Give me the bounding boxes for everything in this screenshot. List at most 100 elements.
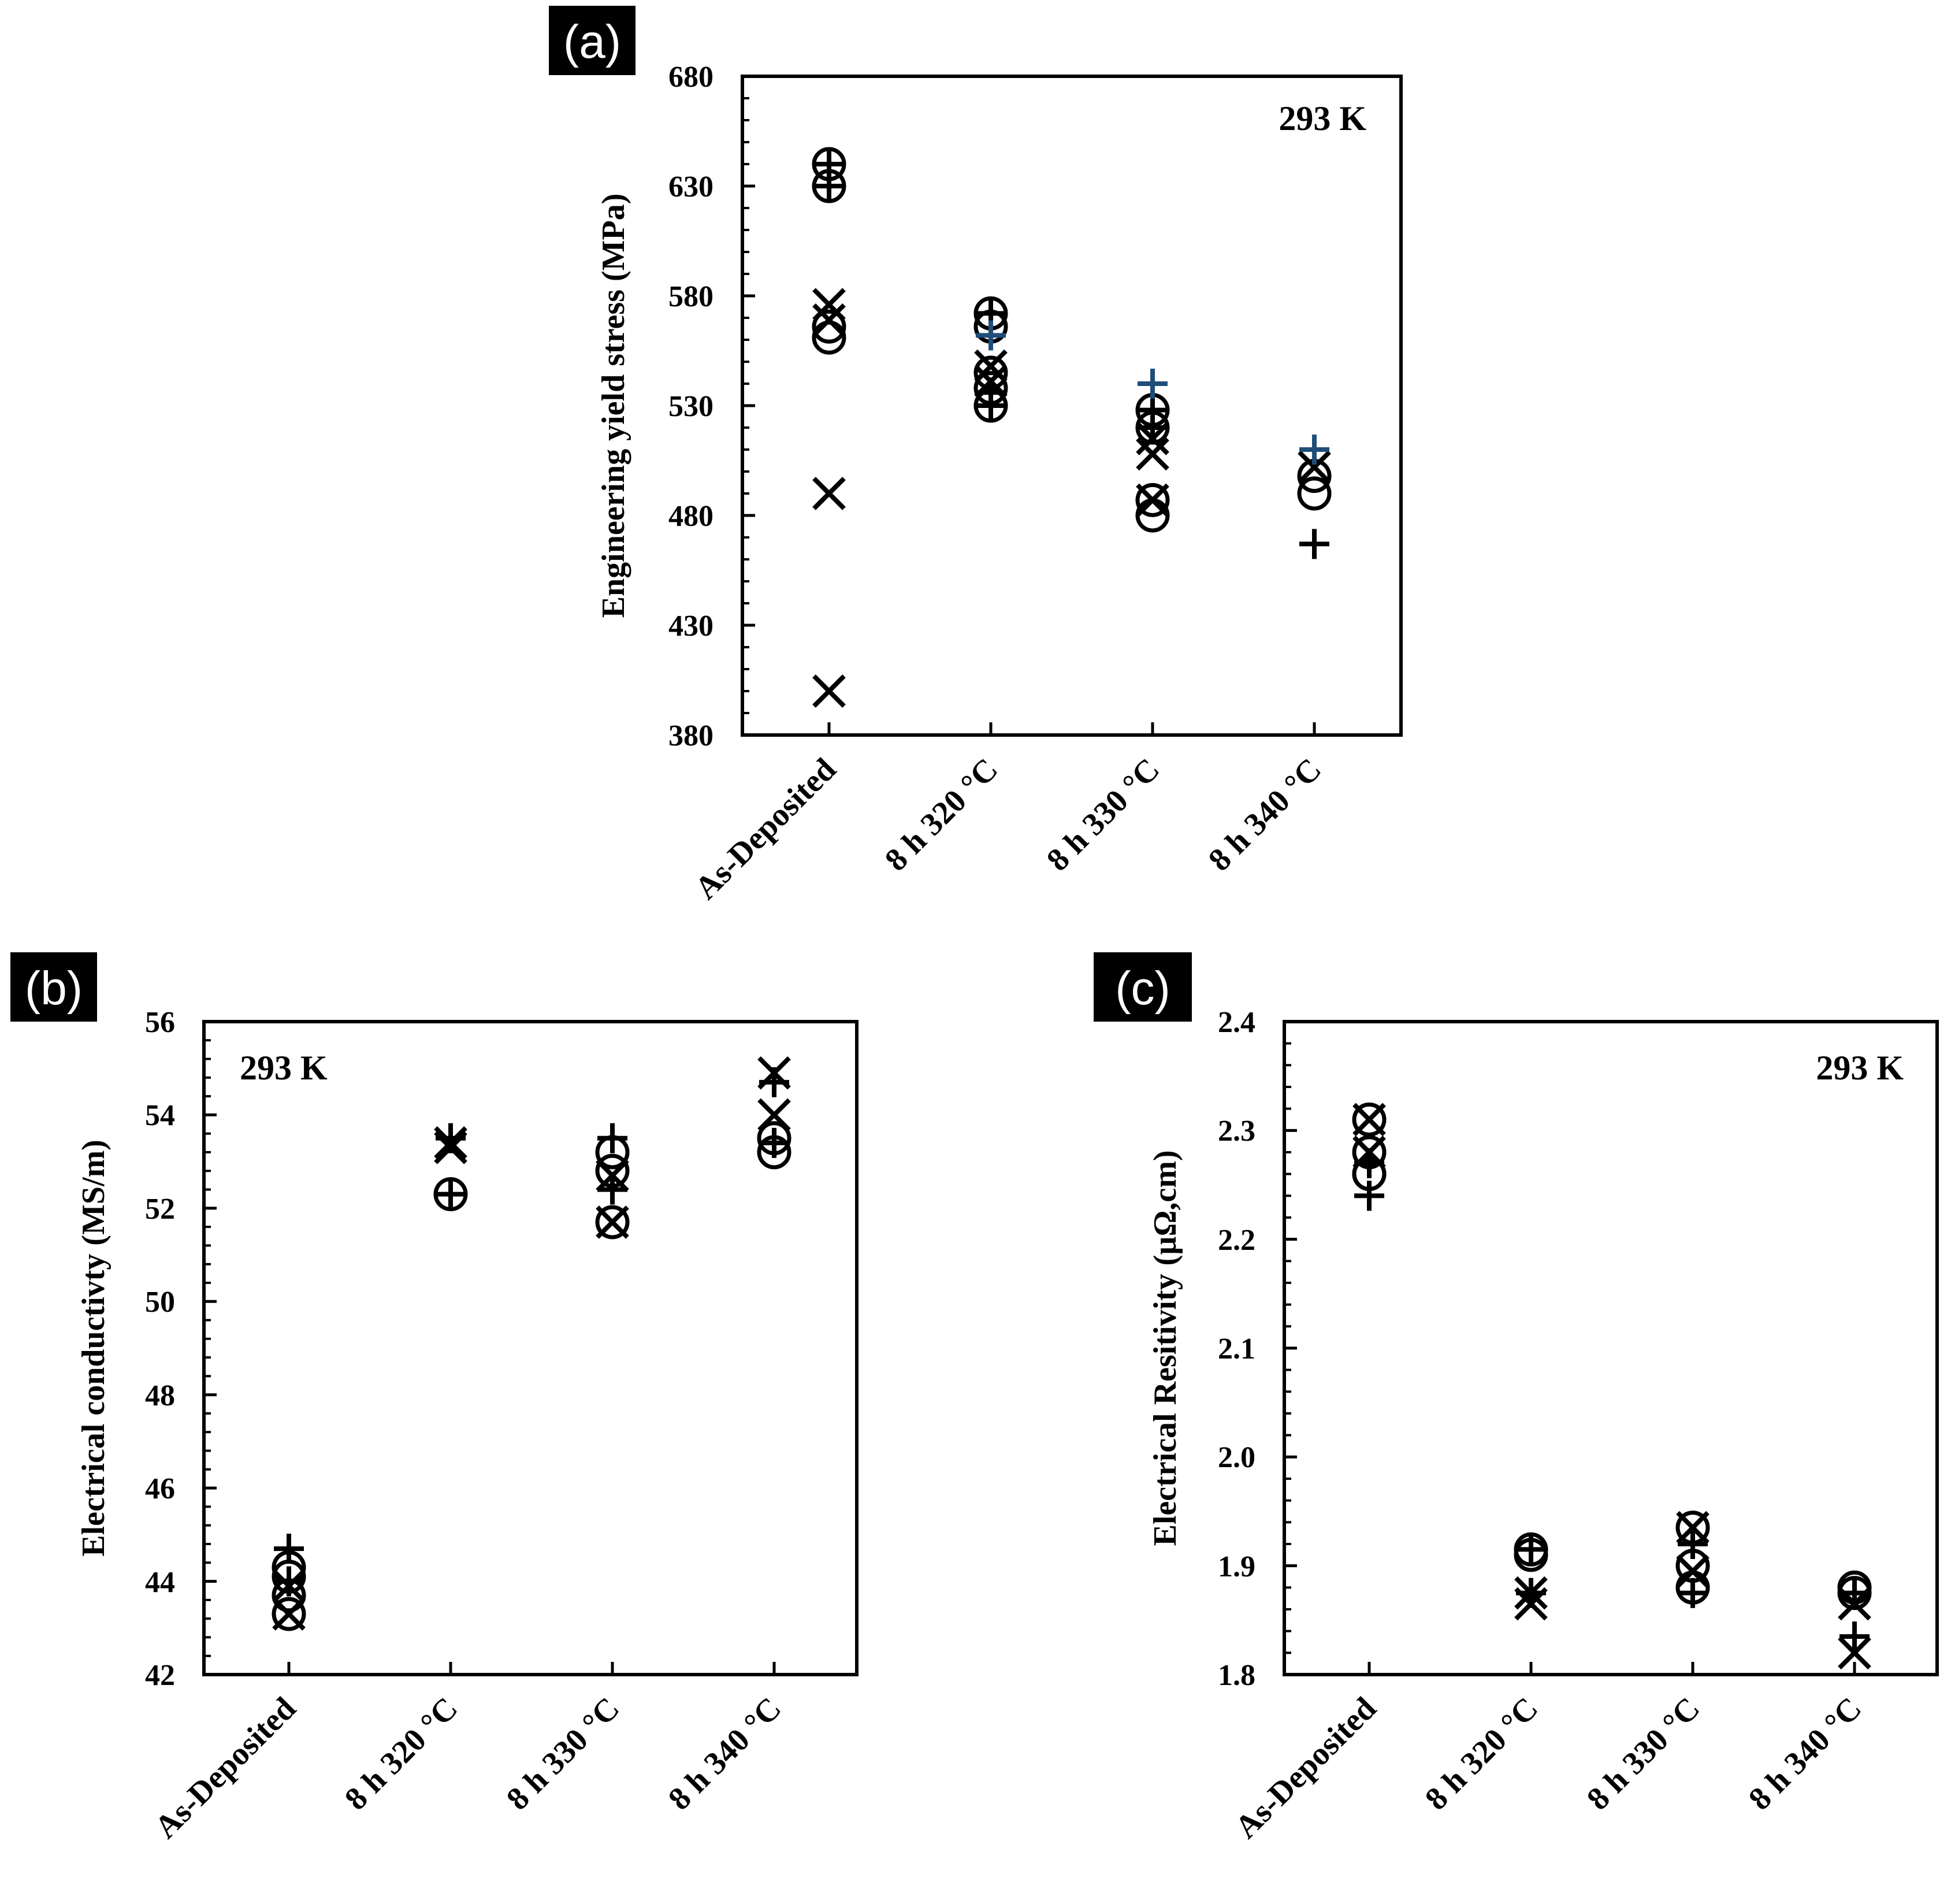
panel-c-ytick: 2.0	[1218, 1441, 1255, 1474]
data-point-x	[596, 1205, 629, 1239]
data-point-plus	[1354, 1181, 1384, 1211]
data-point-circle	[812, 309, 846, 344]
panel-c-temperature-annotation: 293 K	[1816, 1049, 1904, 1087]
panel-c-markers	[1284, 1020, 1872, 1676]
panel-c-ytick: 2.2	[1218, 1224, 1255, 1257]
data-point-x	[1676, 1554, 1710, 1588]
data-point-x	[812, 674, 846, 708]
data-point-plus	[274, 1566, 304, 1597]
panel-b-temperature-annotation: 293 K	[240, 1049, 328, 1087]
data-point-x	[1298, 450, 1331, 484]
data-point-plus	[1138, 413, 1168, 443]
panel-b-category-label: 8 h 320 °C	[338, 1690, 464, 1817]
panel-c-ytick: 2.4	[1218, 1006, 1255, 1039]
data-point-plus	[759, 1067, 789, 1097]
panel-b-ytick: 50	[145, 1286, 175, 1319]
panel-c-category-label: 8 h 340 °C	[1742, 1690, 1868, 1817]
panel-a-ytick: 480	[668, 500, 713, 533]
panel-a-category-label: As-Deposited	[688, 751, 843, 906]
panel-a-ytick: 680	[668, 61, 713, 94]
data-point-x	[1352, 1103, 1386, 1137]
panel-b-category-label: As-Deposited	[148, 1690, 303, 1845]
panel-a-label-bg	[549, 6, 636, 75]
data-point-plus	[436, 1179, 466, 1209]
data-point-circle	[1135, 483, 1170, 517]
panel-b-markers	[204, 1020, 791, 1676]
panel-a-category-label: 8 h 320 °C	[878, 751, 1005, 878]
panel-a-ytick: 430	[668, 610, 713, 643]
panel-c-category-label: As-Deposited	[1228, 1690, 1383, 1845]
data-point-plus	[597, 1123, 627, 1153]
panel-c-category-label: 8 h 320 °C	[1418, 1690, 1545, 1817]
data-point-plus	[1354, 1148, 1384, 1178]
data-point-x	[1136, 483, 1169, 517]
panel-a-markers	[742, 75, 1332, 737]
data-point-plus	[1678, 1578, 1708, 1608]
panel-a-category-label: 8 h 330 °C	[1040, 751, 1166, 878]
data-point-x	[812, 288, 846, 322]
panel-a-y-ticks: 380 430 480 530 580 630 680	[668, 61, 713, 752]
panel-a-category-label: 8 h 340 °C	[1202, 751, 1328, 878]
panel-a-ytick: 380	[668, 719, 713, 752]
data-point-x	[1136, 437, 1169, 471]
panel-a-ytick: 630	[668, 170, 713, 203]
panel-b-ytick: 46	[145, 1472, 175, 1505]
panel-b-ytick: 54	[145, 1099, 175, 1132]
data-point-plus	[1839, 1621, 1870, 1652]
data-point-circle	[272, 1597, 306, 1631]
data-point-plus	[976, 320, 1006, 351]
panel-c-label-bg	[1094, 952, 1192, 1022]
panel-c-ytick: 2.3	[1218, 1115, 1255, 1148]
panel-b-y-axis-label: Electrical conductivty (MS/m)	[76, 1140, 112, 1557]
panel-c-ytick: 1.9	[1218, 1550, 1255, 1583]
panel-a-y-axis-label: Engineering yield stress (MPa)	[596, 194, 631, 618]
panel-b-label: (b)	[25, 962, 83, 1015]
panel-a-label: (a)	[563, 16, 621, 68]
panel-c-label: (c)	[1115, 962, 1170, 1015]
data-point-plus	[436, 1123, 466, 1153]
panel-a: (a) 380 430 480 530 580 630 680 Engineer…	[549, 6, 1403, 907]
data-point-plus	[1516, 1534, 1546, 1565]
data-point-x	[812, 477, 846, 510]
data-point-plus	[976, 391, 1006, 421]
panel-c-ytick: 1.8	[1218, 1659, 1255, 1692]
panel-b-ytick: 44	[145, 1566, 175, 1599]
panel-b-category-label: 8 h 330 °C	[500, 1690, 626, 1817]
data-point-plus	[1138, 369, 1168, 399]
data-point-plus	[1839, 1578, 1870, 1608]
data-point-plus	[1299, 529, 1329, 559]
data-point-plus	[814, 171, 844, 201]
panel-b-ytick: 52	[145, 1193, 175, 1226]
panel-b-label-bg	[10, 952, 97, 1022]
data-point-x	[272, 1597, 306, 1631]
data-point-plus	[274, 1534, 304, 1564]
data-point-plus	[1299, 435, 1329, 465]
panel-a-ytick: 580	[668, 280, 713, 313]
data-point-circle	[1352, 1103, 1387, 1137]
data-point-x	[974, 349, 1008, 383]
data-point-plus	[1516, 1578, 1546, 1608]
data-point-circle	[595, 1205, 630, 1239]
panel-c-y-axis-label: Electrical Resitivity (µΩ,cm)	[1147, 1150, 1183, 1546]
data-point-plus	[759, 1127, 789, 1158]
data-point-plus	[1678, 1529, 1708, 1559]
panel-c-y-ticks: 1.8 1.9 2.0 2.1 2.2 2.3 2.4	[1218, 1006, 1255, 1692]
panel-b-category-label: 8 h 340 °C	[662, 1690, 788, 1817]
data-point-x	[1676, 1510, 1710, 1545]
panel-a-ytick: 530	[668, 390, 713, 423]
panel-b-plot-area	[202, 1020, 859, 1676]
panel-a-temperature-annotation: 293 K	[1279, 99, 1366, 138]
data-point-x	[757, 1098, 791, 1132]
data-point-plus	[597, 1174, 627, 1205]
panel-c-ytick: 2.1	[1218, 1333, 1255, 1365]
panel-b: (b) 42 44 46 48 50 52 54 56 Electrical c…	[10, 952, 859, 1846]
panel-b-y-ticks: 42 44 46 48 50 52 54 56	[145, 1006, 175, 1692]
panel-c-category-label: 8 h 330 °C	[1580, 1690, 1707, 1817]
data-point-circle	[1297, 476, 1332, 511]
panel-c: (c) 1.8 1.9 2.0 2.1 2.2 2.3 2.4 Electric…	[1094, 952, 1939, 1846]
panel-b-ytick: 56	[145, 1006, 175, 1039]
panel-b-ytick: 42	[145, 1659, 175, 1692]
data-point-x	[812, 303, 846, 337]
panel-b-ytick: 48	[145, 1379, 175, 1412]
